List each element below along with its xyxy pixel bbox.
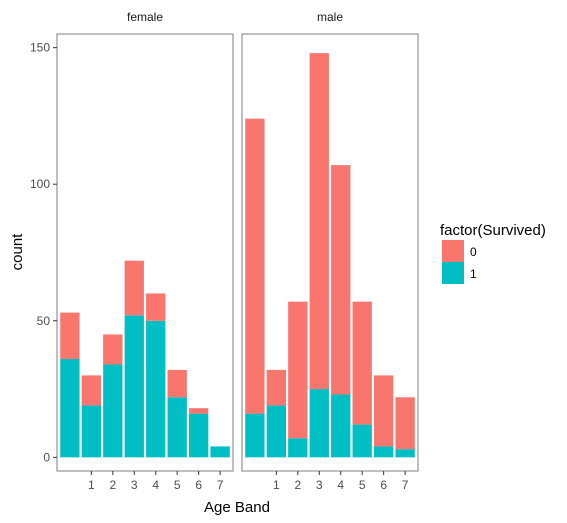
bar-male-x0-survived-1 — [245, 413, 265, 458]
y-tick-label-0: 0 — [43, 450, 50, 464]
y-tick-label-50: 50 — [37, 314, 51, 328]
facet-label-female: female — [127, 10, 163, 24]
bar-male-x0-survived-0 — [245, 118, 265, 414]
bar-male-x6-survived-0 — [374, 375, 394, 447]
x-tick-label-male-1: 1 — [273, 478, 280, 492]
x-tick-label-male-5: 5 — [359, 478, 366, 492]
y-axis-title: count — [9, 233, 26, 271]
bar-male-x3-survived-0 — [309, 53, 329, 390]
facet-label-male: male — [317, 10, 343, 24]
legend-label-1: 1 — [470, 267, 477, 281]
bar-female-x6-survived-1 — [189, 413, 209, 458]
bar-male-x7-survived-0 — [395, 397, 415, 450]
bar-male-x7-survived-1 — [395, 449, 415, 458]
bar-female-x0-survived-1 — [60, 359, 80, 458]
x-tick-label-male-6: 6 — [380, 478, 387, 492]
bar-female-x5-survived-0 — [167, 369, 187, 398]
bar-male-x5-survived-0 — [352, 301, 372, 425]
bar-male-x2-survived-1 — [288, 438, 308, 458]
bar-male-x3-survived-1 — [309, 389, 329, 458]
bar-male-x2-survived-0 — [288, 301, 308, 439]
bar-female-x0-survived-0 — [60, 312, 80, 360]
x-tick-label-female-4: 4 — [152, 478, 159, 492]
facet-male: male 1 2 3 4 5 6 7 — [241, 10, 419, 492]
x-tick-label-male-7: 7 — [402, 478, 409, 492]
bar-male-x4-survived-0 — [331, 165, 351, 395]
legend-key-0 — [442, 240, 464, 262]
bar-female-x3-survived-1 — [124, 315, 144, 458]
facet-female: female 1 2 3 4 5 6 7 — [56, 10, 234, 492]
bar-male-x1-survived-1 — [266, 405, 286, 458]
x-tick-label-male-3: 3 — [316, 478, 323, 492]
panel-border-male — [241, 33, 419, 472]
bar-male-x6-survived-1 — [374, 446, 394, 458]
x-axis-title: Age Band — [204, 499, 270, 516]
x-tick-label-female-6: 6 — [195, 478, 202, 492]
y-tick-label-150: 150 — [30, 41, 50, 55]
bar-female-x3-survived-0 — [124, 260, 144, 316]
bar-male-x4-survived-1 — [331, 394, 351, 458]
x-tick-label-female-3: 3 — [131, 478, 138, 492]
x-tick-label-female-2: 2 — [109, 478, 116, 492]
x-tick-label-female-5: 5 — [174, 478, 181, 492]
bar-female-x6-survived-0 — [189, 408, 209, 414]
bar-female-x5-survived-1 — [167, 397, 187, 458]
x-tick-label-male-2: 2 — [294, 478, 301, 492]
y-axis: 0 50 100 150 — [30, 41, 57, 464]
bar-male-x1-survived-0 — [266, 369, 286, 406]
x-tick-label-female-7: 7 — [217, 478, 224, 492]
panel-border-female — [56, 33, 234, 472]
y-tick-label-100: 100 — [30, 177, 50, 191]
x-tick-label-male-4: 4 — [337, 478, 344, 492]
legend-title: factor(Survived) — [440, 222, 546, 239]
legend-label-0: 0 — [470, 245, 477, 259]
x-tick-label-female-1: 1 — [88, 478, 95, 492]
bar-female-x7-survived-1 — [210, 446, 230, 458]
bar-male-x5-survived-1 — [352, 424, 372, 458]
bar-female-x1-survived-1 — [81, 405, 101, 458]
bar-female-x1-survived-0 — [81, 375, 101, 406]
bar-female-x2-survived-1 — [103, 364, 123, 458]
bar-female-x2-survived-0 — [103, 334, 123, 365]
bar-female-x4-survived-1 — [146, 320, 166, 458]
legend: factor(Survived) 0 1 — [440, 222, 546, 284]
bar-female-x4-survived-0 — [146, 293, 166, 321]
legend-key-1 — [442, 262, 464, 284]
